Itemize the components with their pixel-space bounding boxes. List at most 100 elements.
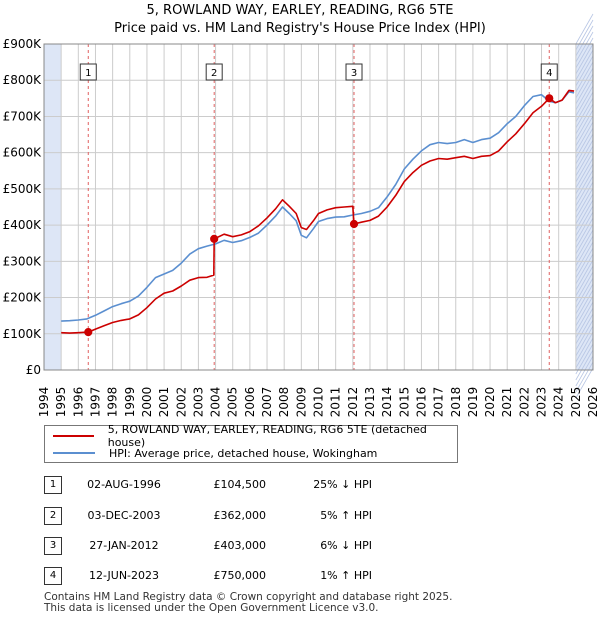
- x-tick-label: 2010: [312, 387, 326, 418]
- sale-number-box: [79, 63, 97, 81]
- hatch-line: [575, 271, 594, 303]
- x-tick-label: 2009: [294, 387, 308, 418]
- y-tick-label: £600K: [3, 146, 43, 160]
- hatch-line: [575, 187, 594, 219]
- sale-number-label: 1: [85, 68, 91, 79]
- hatch-line: [575, 109, 594, 141]
- hatch-line: [575, 253, 594, 285]
- x-tick-label: 2016: [414, 387, 428, 418]
- hatch-line: [575, 283, 594, 315]
- y-tick-label: £300K: [3, 254, 43, 268]
- x-tick-label: 1998: [106, 387, 120, 418]
- hatch-line: [575, 217, 594, 249]
- sale-number-label: 2: [211, 68, 217, 79]
- x-tick-label: 2007: [260, 387, 274, 418]
- hatch-line: [575, 247, 594, 279]
- x-tick-label: 1996: [71, 387, 85, 418]
- x-tick-label: 2019: [466, 387, 480, 418]
- hatch-line: [575, 31, 594, 63]
- hatch-line: [575, 139, 594, 171]
- hatch-line: [575, 259, 594, 291]
- x-tick-label: 2012: [346, 387, 360, 418]
- hatch-line: [575, 349, 594, 381]
- hatch-line: [575, 97, 594, 129]
- x-tick-label: 2002: [174, 387, 188, 418]
- sale-price: £362,000: [213, 509, 267, 522]
- hpi-series-line: [61, 91, 575, 322]
- sale-hpi-diff: 1% ↑ HPI: [320, 569, 372, 582]
- sale-price: £750,000: [213, 569, 267, 582]
- hatch-line: [575, 73, 594, 105]
- x-tick-label: 2017: [432, 387, 446, 418]
- price-series-line: [61, 89, 575, 334]
- hatch-line: [575, 13, 594, 45]
- sale-number-label: 4: [546, 68, 552, 79]
- hatch-line: [575, 229, 594, 261]
- legend-swatch-hpi: [53, 452, 95, 454]
- sale-point: [84, 328, 93, 337]
- hatch-line: [575, 91, 594, 123]
- hatch-line: [575, 85, 594, 117]
- y-tick-label: £800K: [3, 73, 43, 87]
- sale-point: [210, 234, 219, 243]
- hatch-line: [575, 157, 594, 189]
- x-tick-label: 2004: [209, 387, 223, 418]
- sale-hpi-diff: 6% ↓ HPI: [320, 539, 372, 552]
- sale-number-box: [345, 63, 363, 81]
- hatch-line: [575, 25, 594, 57]
- hatch-line: [575, 289, 594, 321]
- hatch-line: [575, 193, 594, 225]
- sale-date: 02-AUG-1996: [87, 478, 161, 491]
- y-tick-label: £200K: [3, 291, 43, 305]
- hatch-line: [575, 133, 594, 165]
- hatch-line: [575, 265, 594, 297]
- y-tick-label: £0: [26, 363, 41, 377]
- hatch-line: [575, 367, 594, 399]
- footer-line1: Contains HM Land Registry data © Crown c…: [44, 591, 453, 603]
- hatch-line: [575, 343, 594, 375]
- sale-hpi-diff: 25% ↓ HPI: [313, 478, 372, 491]
- x-tick-label: 2014: [380, 387, 394, 418]
- hatch-line: [575, 121, 594, 153]
- footer-line2: This data is licensed under the Open Gov…: [44, 602, 379, 614]
- hatch-line: [575, 313, 594, 345]
- hatch-line: [575, 169, 594, 201]
- hatch-line: [575, 307, 594, 339]
- hatch-line: [575, 331, 594, 363]
- y-tick-label: £900K: [3, 37, 43, 51]
- hatch-line: [575, 277, 594, 309]
- hatch-line: [575, 337, 594, 369]
- hatch-line: [575, 175, 594, 207]
- plot-frame: [43, 43, 594, 371]
- hatch-line: [575, 181, 594, 213]
- x-tick-label: 2026: [586, 387, 600, 418]
- hatch-line: [575, 361, 594, 393]
- x-tick-label: 2000: [140, 387, 154, 418]
- hatch-line: [575, 61, 594, 93]
- y-tick-label: £500K: [3, 182, 43, 196]
- x-tick-label: 1995: [54, 387, 68, 418]
- sale-date: 27-JAN-2012: [89, 539, 159, 552]
- legend-label-hpi: HPI: Average price, detached house, Woki…: [109, 446, 378, 460]
- sale-date: 03-DEC-2003: [87, 509, 161, 522]
- sale-number-box: [540, 63, 558, 81]
- x-tick-label: 1997: [88, 387, 102, 418]
- sale-hpi-diff: 5% ↑ HPI: [320, 509, 372, 522]
- sale-point: [545, 94, 554, 103]
- hatch-line: [575, 241, 594, 273]
- hatch-line: [575, 151, 594, 183]
- sale-number-badge: 1: [44, 476, 62, 494]
- legend-swatch-property: [53, 435, 94, 437]
- shaded-region: [44, 44, 62, 370]
- hatch-line: [575, 145, 594, 177]
- sale-number-badge: 4: [44, 567, 62, 585]
- sale-number-badge: 2: [44, 507, 62, 525]
- hatch-line: [575, 67, 594, 99]
- hatch-line: [575, 49, 594, 81]
- x-tick-label: 2020: [483, 387, 497, 418]
- y-tick-label: £700K: [3, 109, 43, 123]
- sale-point: [349, 219, 359, 229]
- chart-legend: 5, ROWLAND WAY, EARLEY, READING, RG6 5TE…: [44, 423, 458, 463]
- sale-number-badge: 3: [44, 537, 62, 555]
- x-tick-label: 2018: [449, 387, 463, 418]
